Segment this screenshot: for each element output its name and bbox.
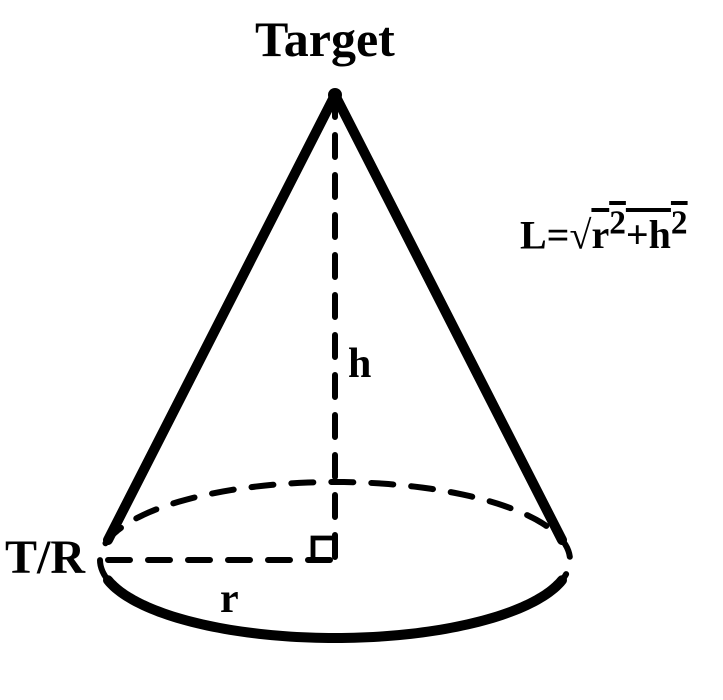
target-label: Target — [255, 10, 395, 68]
tr-label: T/R — [5, 530, 85, 585]
radius-label: r — [220, 575, 239, 623]
diagram-stage: Target L=√r2+h2 h r T/R — [0, 0, 723, 700]
sqrt-symbol: √ — [569, 212, 591, 257]
right-angle-marker — [313, 538, 335, 560]
radicand-r-exp: 2 — [609, 205, 626, 242]
radicand-plus-h: +h — [626, 212, 671, 257]
radicand-h-exp: 2 — [671, 205, 688, 242]
apex-point — [328, 88, 342, 102]
cone-side-right — [335, 95, 562, 540]
base-ellipse-front — [108, 580, 562, 638]
radicand-r: r — [591, 212, 609, 257]
cone-side-left — [108, 95, 335, 540]
slant-length-formula: L=√r2+h2 — [520, 205, 688, 258]
radicand: r2+h2 — [591, 212, 687, 257]
formula-prefix: L= — [520, 212, 569, 257]
height-label: h — [348, 340, 371, 388]
